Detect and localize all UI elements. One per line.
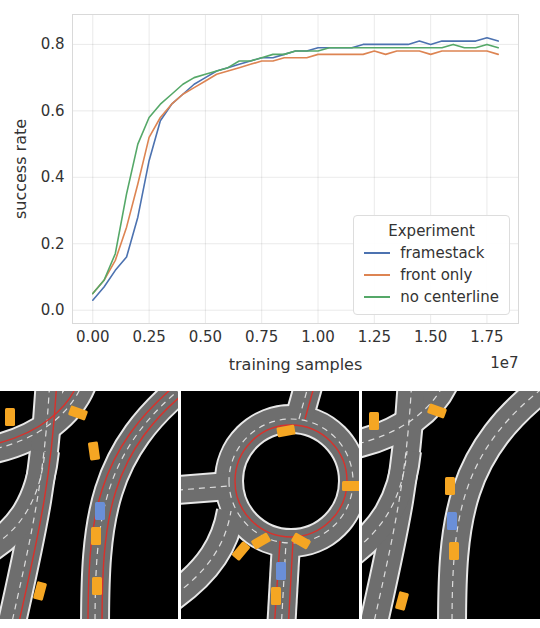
svg-text:1.50: 1.50 [414, 328, 447, 346]
svg-text:1.75: 1.75 [470, 328, 503, 346]
html-text:front only: front only [400, 266, 473, 284]
svg-text:0.00: 0.00 [76, 328, 109, 346]
svg-text:0.4: 0.4 [41, 168, 65, 186]
svg-text:0.75: 0.75 [245, 328, 278, 346]
svg-text:1e7: 1e7 [490, 354, 518, 372]
svg-text:1.00: 1.00 [301, 328, 334, 346]
svg-text:training samples: training samples [229, 355, 363, 374]
html-text:Experiment: Experiment [388, 222, 475, 240]
svg-text:0.2: 0.2 [41, 235, 65, 253]
svg-text:0.0: 0.0 [41, 301, 65, 319]
svg-text:0.6: 0.6 [41, 102, 65, 120]
html-text:no centerline: no centerline [400, 288, 499, 306]
svg-text:0.50: 0.50 [189, 328, 222, 346]
svg-text:0.8: 0.8 [41, 35, 65, 53]
html-text:framestack: framestack [400, 244, 485, 262]
svg-text:success rate: success rate [11, 119, 30, 219]
svg-text:0.25: 0.25 [132, 328, 165, 346]
svg-text:1.25: 1.25 [358, 328, 391, 346]
